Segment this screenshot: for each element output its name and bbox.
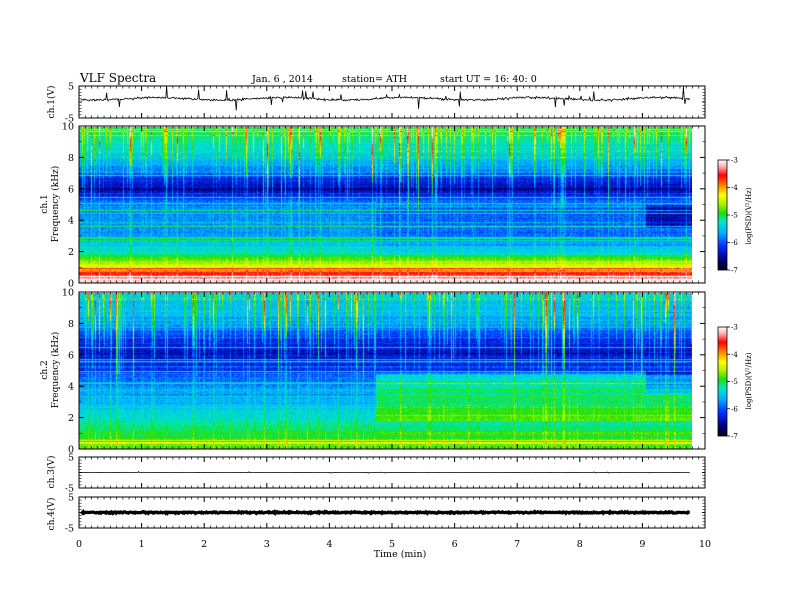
x-tick-label-2: 2	[201, 539, 207, 550]
ch1-colorbar: -3 -4 -5 -6 -7	[717, 157, 738, 275]
ch2-spectrogram-ytick-0-label: 0	[68, 445, 74, 456]
ch2-spec-channel-label: ch.2	[40, 360, 50, 379]
colorbar-tick-label: -4	[731, 351, 738, 359]
ch1-spectrogram-ytick-10-label: 10	[62, 122, 74, 133]
ch1-spectrogram-ytick-0-label: 0	[68, 279, 74, 290]
colorbar-tick-label: -6	[731, 239, 738, 247]
ch2-spectrogram-ytick-6-label: 6	[68, 350, 74, 361]
colorbar-tick-label: -3	[731, 157, 738, 165]
ch1-spectrogram-ytick-2-label: 2	[68, 247, 74, 258]
figure-title: VLF Spectra	[79, 71, 156, 85]
x-tick-label-6: 6	[452, 539, 458, 550]
ch1-ylabel: ch.1(V)	[46, 86, 57, 119]
ch2-spectrogram-ytick-2-label: 2	[68, 413, 74, 424]
x-tick-label-0: 0	[76, 539, 82, 550]
ch4-ylabel: ch.4(V)	[46, 498, 57, 531]
ch2-spec-ylabel: Frequency (kHz)	[50, 332, 61, 409]
ch1-waveform-panel: 5 -5	[65, 82, 706, 125]
ch2-colorbar-label: log(PSD)(V²/Hz)	[745, 352, 753, 409]
colorbar-tick-label: -7	[731, 433, 738, 441]
x-tick-label-4: 4	[326, 539, 332, 550]
ch1-spectrogram-image	[79, 127, 692, 283]
ch1-spec-channel-label: ch.1	[40, 194, 50, 213]
ch2-spectrogram-ytick-4-label: 4	[68, 382, 74, 393]
ch4-waveform-panel: 5 -5	[65, 493, 706, 535]
ch3-waveform-panel: 5 -5	[65, 453, 706, 495]
ch1-waveform-trace	[80, 85, 691, 111]
colorbar-tick-label: -5	[731, 378, 738, 386]
ch4-waveform-ytick-top-label: 5	[68, 493, 74, 504]
ch2-spectrogram-image	[79, 293, 692, 449]
colorbar-tick-label: -3	[731, 324, 738, 332]
ch1-waveform-ytick-top-label: 5	[68, 82, 74, 93]
colorbar-tick-label: -7	[731, 267, 738, 275]
x-tick-label-10: 10	[699, 539, 711, 550]
x-axis-label: Time (min)	[374, 549, 427, 560]
ch3-waveform-ytick-top-label: 5	[68, 453, 74, 464]
station-label: station= ATH	[342, 74, 407, 85]
ch2-spectrogram-ytick-10-label: 10	[62, 288, 74, 299]
colorbar-tick-label: -4	[731, 184, 738, 192]
x-tick-label-3: 3	[264, 539, 270, 550]
ch1-spectrogram-ytick-6-label: 6	[68, 184, 74, 195]
ch3-waveform-trace	[80, 471, 690, 474]
colorbar-tick-label: -5	[731, 212, 738, 220]
start-time-label: start UT = 16: 40: 0	[440, 74, 537, 85]
ch2-spectrogram-ytick-8-label: 8	[68, 319, 74, 330]
x-tick-label-8: 8	[577, 539, 583, 550]
ch4-waveform-trace	[80, 508, 690, 516]
colorbar-tick-label: -6	[731, 405, 738, 413]
ch3-ylabel: ch.3(V)	[46, 456, 57, 489]
x-tick-label-7: 7	[514, 539, 520, 550]
ch2-spectrogram-colorbar-gradient	[717, 326, 728, 437]
ch1-waveform-ytick-bottom-label: -5	[65, 114, 74, 125]
ch1-spectrogram-ytick-4-label: 4	[68, 216, 74, 227]
x-tick-label-5: 5	[389, 539, 395, 550]
ch3-waveform-ytick-bottom-label: -5	[65, 484, 74, 495]
x-tick-label-9: 9	[639, 539, 645, 550]
ch2-colorbar: -3 -4 -5 -6 -7	[717, 324, 738, 441]
ch1-spectrogram-ytick-8-label: 8	[68, 153, 74, 164]
ch4-waveform-ytick-bottom-label: -5	[65, 524, 74, 535]
ch1-colorbar-label: log(PSD)(V²/Hz)	[745, 187, 753, 244]
date-label: Jan. 6 , 2014	[251, 74, 313, 85]
ch1-spec-ylabel: Frequency (kHz)	[50, 166, 61, 243]
ch1-spectrogram-panel: 0 2 4 6 8 10	[62, 122, 706, 290]
ch1-spectrogram-colorbar-gradient	[717, 159, 728, 271]
time-axis: 0 1 2 3 4 5 6 7 8 9 10	[76, 539, 711, 550]
ch2-spectrogram-panel: 0 2 4 6 8 10	[62, 288, 706, 456]
x-tick-label-1: 1	[139, 539, 145, 550]
